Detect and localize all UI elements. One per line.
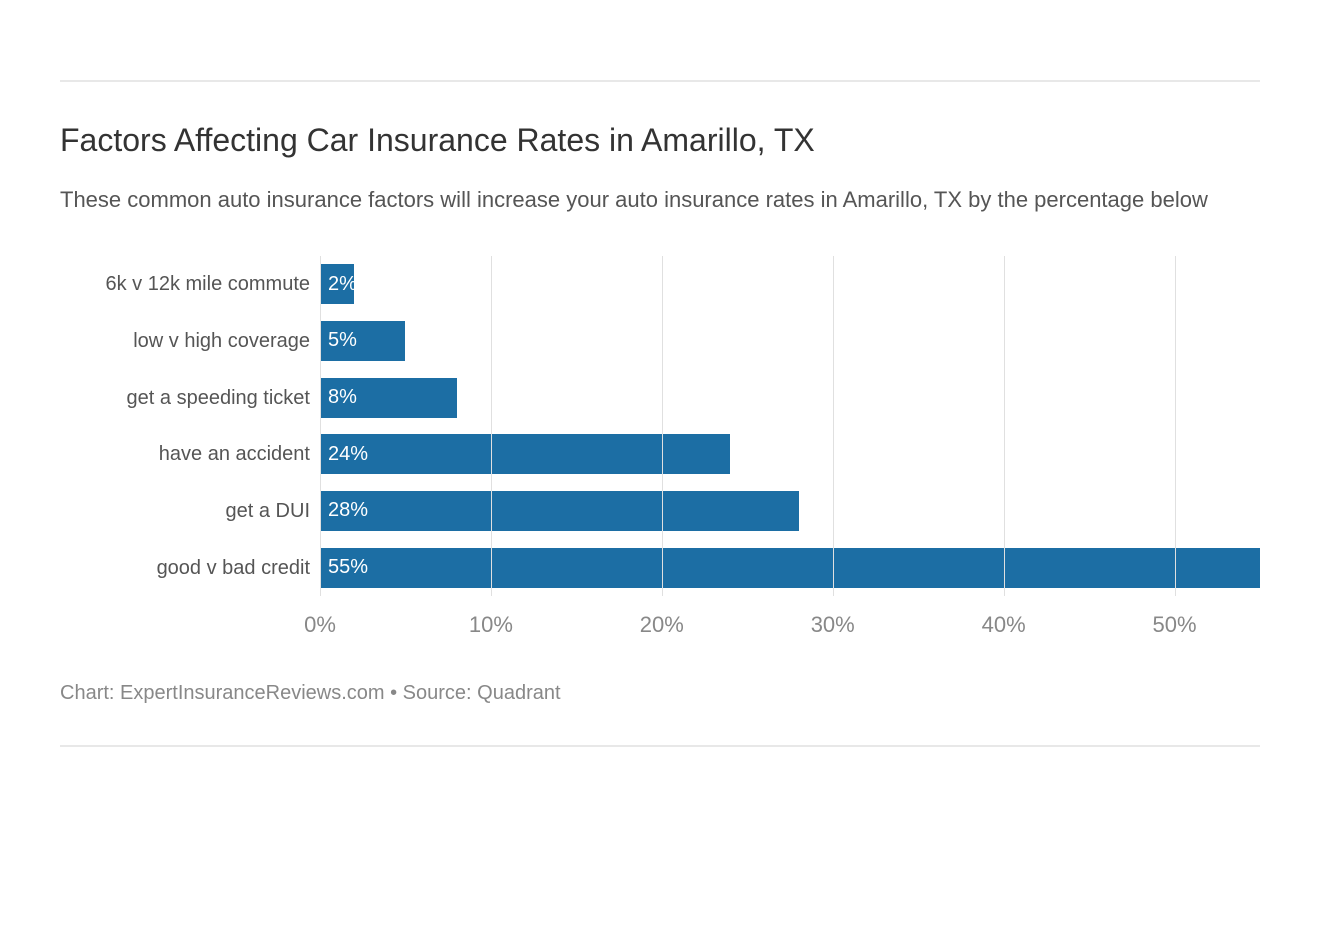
bar: 24%	[320, 434, 730, 474]
chart-title: Factors Affecting Car Insurance Rates in…	[60, 122, 1260, 159]
bars-container: 2% 5% 8% 24% 28% 55%	[320, 256, 1260, 596]
bar-value-label: 24%	[328, 443, 368, 466]
bar-value-label: 2%	[328, 273, 357, 296]
x-axis: 0%10%20%30%40%50%	[320, 612, 1260, 652]
y-axis-label: 6k v 12k mile commute	[60, 264, 310, 304]
x-axis-tick: 10%	[469, 612, 513, 638]
bar: 8%	[320, 378, 457, 418]
chart-credit: Chart: ExpertInsuranceReviews.com • Sour…	[60, 682, 1260, 705]
gridline	[491, 256, 492, 596]
x-axis-tick: 0%	[304, 612, 336, 638]
bar: 55%	[320, 548, 1260, 588]
top-divider	[60, 80, 1260, 82]
y-axis-label: low v high coverage	[60, 321, 310, 361]
bar-row: 5%	[320, 321, 1260, 361]
y-axis-label: have an accident	[60, 434, 310, 474]
x-axis-tick: 50%	[1153, 612, 1197, 638]
bottom-divider	[60, 745, 1260, 747]
bar: 28%	[320, 491, 799, 531]
gridline	[662, 256, 663, 596]
chart-plot-area: 6k v 12k mile commute low v high coverage…	[60, 256, 1260, 596]
bar-value-label: 28%	[328, 499, 368, 522]
bar-row: 55%	[320, 548, 1260, 588]
bar: 2%	[320, 264, 354, 304]
x-axis-tick: 20%	[640, 612, 684, 638]
gridline	[320, 256, 321, 596]
bar-row: 2%	[320, 264, 1260, 304]
y-axis-labels: 6k v 12k mile commute low v high coverage…	[60, 256, 320, 596]
gridline	[1004, 256, 1005, 596]
bar-value-label: 8%	[328, 386, 357, 409]
bar-row: 24%	[320, 434, 1260, 474]
bar-value-label: 55%	[328, 556, 368, 579]
plot-region: 2% 5% 8% 24% 28% 55%	[320, 256, 1260, 596]
bar-row: 8%	[320, 378, 1260, 418]
x-axis-tick: 40%	[982, 612, 1026, 638]
gridline	[1175, 256, 1176, 596]
y-axis-label: good v bad credit	[60, 548, 310, 588]
bar-row: 28%	[320, 491, 1260, 531]
bar-value-label: 5%	[328, 329, 357, 352]
x-axis-tick: 30%	[811, 612, 855, 638]
bar: 5%	[320, 321, 405, 361]
chart-subtitle: These common auto insurance factors will…	[60, 183, 1260, 216]
y-axis-label: get a DUI	[60, 491, 310, 531]
gridline	[833, 256, 834, 596]
y-axis-label: get a speeding ticket	[60, 378, 310, 418]
